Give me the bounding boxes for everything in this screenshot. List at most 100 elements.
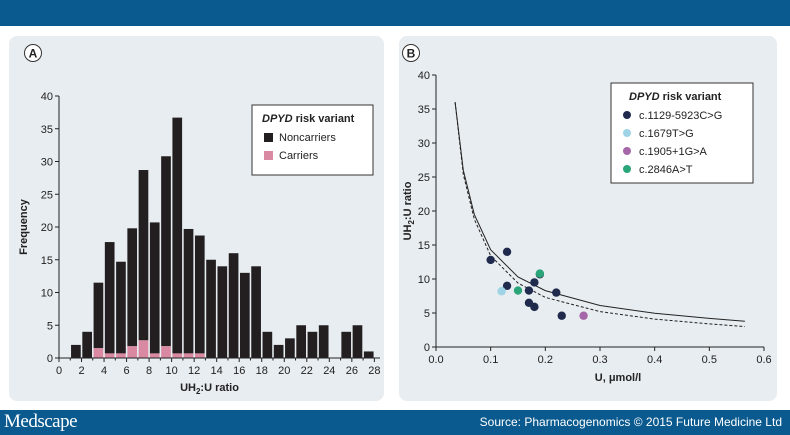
data-point: [524, 286, 534, 295]
bar-noncarriers: [285, 338, 295, 358]
y-tick-label: 25: [41, 189, 53, 201]
bar-carriers: [127, 346, 138, 358]
x-tick-label: 8: [146, 365, 152, 377]
data-point: [535, 269, 545, 278]
bar-carriers: [149, 353, 160, 358]
panel-b: B 0 5 10 15 20 25 30 35 40 0.0 0.1 0.2 0.3 0.4 0.5 0.6 U,…: [399, 36, 777, 401]
legend-label: Carriers: [279, 150, 319, 162]
y-tick-label: 0: [424, 342, 430, 354]
data-point: [486, 255, 495, 265]
x-tick-label: 12: [188, 365, 200, 377]
bar-noncarriers: [217, 266, 228, 358]
x-tick-label: 0.1: [483, 354, 498, 366]
bar-noncarriers: [71, 344, 81, 358]
panel-label-circle: [402, 44, 420, 62]
data-point: [497, 287, 506, 296]
x-axis-label: UH2:U ratio: [180, 382, 239, 396]
scatter-chart: B 0 5 10 15 20 25 30 35 40 0.0 0.1 0.2 0.3 0.4 0.5 0.6 U,…: [402, 44, 772, 384]
bar-noncarriers: [363, 351, 374, 358]
bar-noncarriers: [93, 282, 104, 349]
data-point: [579, 311, 588, 320]
data-point: [552, 288, 561, 297]
bar-noncarriers: [341, 331, 352, 358]
x-tick-label: 0.4: [647, 354, 662, 366]
bar-noncarriers: [149, 222, 160, 354]
data-point: [557, 311, 566, 320]
legend-marker: [623, 111, 631, 119]
x-tick-label: 0.0: [428, 354, 443, 366]
bar-carriers: [138, 340, 149, 358]
y-tick-label: 5: [424, 308, 430, 320]
bar-noncarriers: [307, 331, 318, 358]
bar-noncarriers: [104, 242, 115, 354]
data-point: [513, 286, 523, 295]
legend-label: c.2846A>T: [639, 164, 693, 176]
legend-marker: [623, 147, 631, 155]
x-axis-label: U, μmol/l: [595, 372, 641, 384]
x-tick-label: 14: [211, 365, 223, 377]
bar-noncarriers: [206, 259, 216, 358]
header-bar: [0, 0, 790, 26]
legend-marker: [623, 129, 631, 137]
legend-title: DPYD risk variant: [262, 113, 355, 125]
bar-noncarriers: [183, 228, 194, 354]
bar-noncarriers: [138, 170, 149, 341]
bar-noncarriers: [172, 117, 183, 354]
legend-marker: [623, 165, 631, 173]
x-tick-label: 0.2: [538, 354, 553, 366]
panel-a: A 0 5 10 15 20 25 30 35 40 0 2 4 6 8 10 12 14 16 18 20 22 24 26…: [9, 36, 384, 401]
y-axis-label: UH2:U ratio: [402, 181, 416, 240]
x-tick-label: 2: [78, 365, 84, 377]
panel-label: B: [407, 47, 416, 61]
data-point: [530, 278, 539, 287]
x-tick-label: 0.5: [702, 354, 717, 366]
source-credit: Source: Pharmacogenomics © 2015 Future M…: [479, 415, 782, 429]
legend-label: Noncarriers: [279, 132, 336, 144]
x-tick-label: 0: [56, 365, 62, 377]
y-tick-label: 15: [41, 255, 53, 267]
x-tick-label: 26: [346, 365, 358, 377]
bar-carriers: [161, 346, 171, 358]
y-tick-label: 35: [418, 104, 430, 116]
y-axis-label: Frequency: [18, 198, 30, 255]
bar-noncarriers: [82, 331, 93, 358]
bar-noncarriers: [239, 272, 250, 358]
y-tick-label: 15: [418, 240, 430, 252]
y-tick-label: 40: [41, 91, 53, 103]
x-tick-label: 0.3: [592, 354, 607, 366]
legend-label: c.1129-5923C>G: [639, 110, 722, 122]
y-tick-label: 35: [41, 124, 53, 136]
x-tick-label: 6: [124, 365, 130, 377]
data-point: [530, 302, 539, 312]
bar-noncarriers: [251, 266, 261, 358]
data-point: [502, 281, 512, 290]
bar-noncarriers: [228, 253, 239, 358]
x-tick-label: 24: [323, 365, 335, 377]
panel-label: A: [29, 47, 38, 61]
y-tick-label: 20: [418, 206, 430, 218]
data-point: [502, 247, 512, 256]
y-tick-label: 10: [418, 274, 430, 286]
x-tick-label: 16: [233, 365, 245, 377]
x-tick-label: 22: [301, 365, 313, 377]
bar-noncarriers: [127, 228, 138, 347]
y-tick-label: 0: [47, 353, 53, 365]
x-tick-label: 28: [368, 365, 380, 377]
bar-carriers: [194, 353, 205, 358]
bar-noncarriers: [318, 325, 329, 358]
x-tick-label: 20: [278, 365, 290, 377]
x-tick-label: 0.6: [756, 354, 771, 366]
figure-area: A 0 5 10 15 20 25 30 35 40 0 2 4 6 8 10 12 14 16 18 20 22 24 26…: [0, 26, 790, 410]
legend-title: DPYD risk variant: [629, 91, 722, 103]
bar-noncarriers: [352, 325, 363, 358]
y-tick-label: 30: [41, 157, 53, 169]
legend-box: [610, 82, 754, 184]
bar-carriers: [116, 353, 126, 358]
legend-label: c.1905+1G>A: [639, 146, 708, 158]
bar-carriers: [172, 353, 183, 358]
bar-noncarriers: [116, 261, 126, 354]
x-tick-label: 4: [101, 365, 107, 377]
x-tick-label: 10: [166, 365, 178, 377]
y-tick-label: 20: [41, 222, 53, 234]
